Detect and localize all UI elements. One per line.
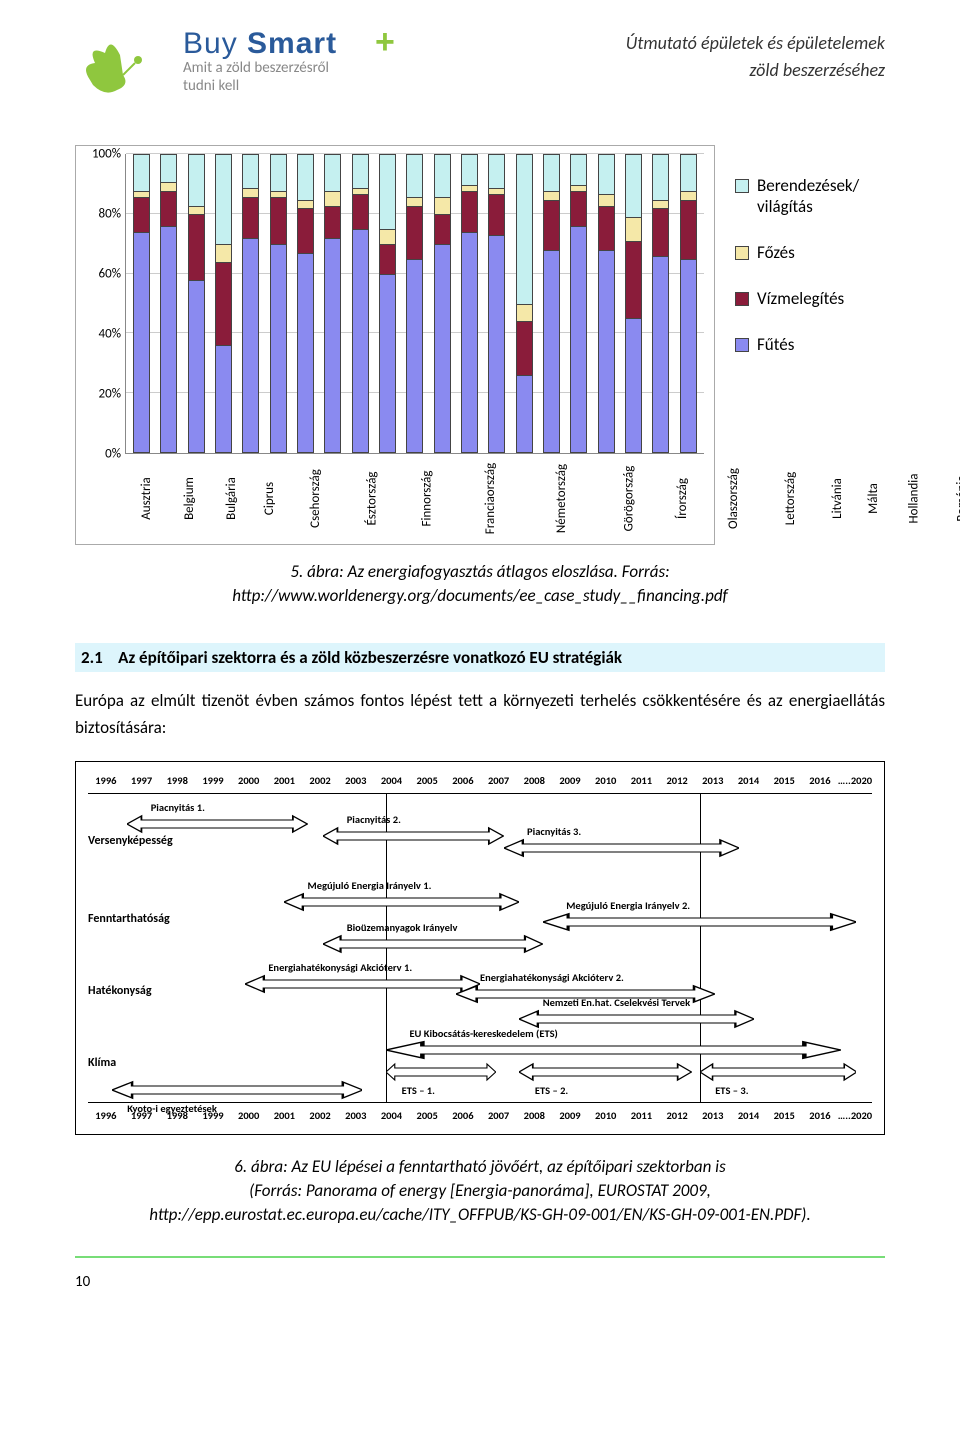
legend-item: Berendezések/ világítás (735, 175, 885, 217)
timeline-arrow-label: ETS – 2. (535, 1084, 568, 1097)
timeline-arrow-label: Piacnyitás 1. (151, 801, 205, 814)
y-tick: 60% (99, 267, 121, 282)
bar (324, 154, 341, 453)
x-tick: Görögország (596, 454, 662, 539)
logo-tagline-1: Amit a zöld beszerzésről (183, 59, 443, 77)
x-tick: Ciprus (253, 454, 286, 539)
bar (133, 154, 150, 453)
y-tick: 40% (99, 327, 121, 342)
x-tick: Csehország (286, 454, 345, 539)
body-paragraph: Európa az elmúlt tizenöt évben számos fo… (75, 687, 885, 741)
x-tick: Belgium (168, 454, 211, 539)
bar (215, 154, 232, 453)
doc-title: Útmutató épületek és épületelemek zöld b… (626, 30, 885, 84)
timeline-arrow (127, 814, 307, 834)
x-tick: Németország (527, 454, 596, 539)
timeline-arrow-label: Megújuló Energia Irányelv 2. (566, 899, 690, 912)
bar (297, 154, 314, 453)
y-tick: 80% (99, 207, 121, 222)
logo-wordmark: Buy Smart + (183, 25, 443, 61)
timeline-arrow (323, 934, 543, 954)
bar (352, 154, 369, 453)
footer-rule (75, 1256, 885, 1258)
x-tick: Észtország (345, 454, 399, 539)
bar (680, 154, 697, 453)
bar (570, 154, 587, 453)
timeline-row-label: Hatékonyság (88, 984, 152, 998)
logo-tagline-2: tudni kell (183, 77, 443, 95)
svg-text:Buy Smart: Buy Smart (183, 27, 337, 60)
bar (406, 154, 423, 453)
x-tick: Franciaország (455, 454, 526, 539)
timeline-arrow-label: ETS – 3. (715, 1084, 748, 1097)
x-tick: Hollandia (889, 454, 939, 539)
bar (543, 154, 560, 453)
timeline-diagram: 1996199719981999200020012002200320042005… (75, 761, 885, 1135)
bar (188, 154, 205, 453)
x-tick: Románia (939, 454, 960, 539)
timeline-arrow (386, 1040, 841, 1060)
timeline-arrow-label: ETS – 1. (402, 1084, 435, 1097)
timeline-arrow (284, 892, 519, 912)
svg-text:+: + (375, 25, 395, 61)
timeline-arrow-label: Megújuló Energia Irányelv 1. (308, 879, 432, 892)
x-tick: Olaszország (703, 454, 764, 539)
bar (461, 154, 478, 453)
timeline-arrow (543, 912, 857, 932)
bar (270, 154, 287, 453)
x-tick: Finnország (399, 454, 455, 539)
legend-item: Fűtés (735, 334, 885, 355)
legend-item: Vízmelegítés (735, 288, 885, 309)
timeline-arrow (323, 826, 503, 846)
timeline-arrow (245, 974, 480, 994)
timeline-arrow (386, 1062, 496, 1082)
energy-chart: 0% 20% 40% 60% 80% 100% AusztriaBelgiumBulgár… (75, 145, 715, 545)
bar (516, 154, 533, 453)
x-tick: Málta (858, 454, 889, 539)
timeline-row-label: Versenyképesség (88, 834, 173, 848)
timeline-arrow-label: Bioüzemanyagok Irányelv (347, 921, 458, 934)
bar (434, 154, 451, 453)
timeline-arrow (700, 1062, 857, 1082)
bar (379, 154, 396, 453)
chart-legend: Berendezések/ világítás Főzés Vízmelegítés… (735, 145, 885, 355)
bar (652, 154, 669, 453)
logo-mark (75, 25, 175, 115)
timeline-arrow-label: Nemzeti En.hat. Cselekvési Tervek (543, 996, 690, 1009)
timeline-arrow (504, 838, 739, 858)
bar (625, 154, 642, 453)
timeline-arrow (519, 1062, 691, 1082)
logo: Buy Smart + Amit a zöld beszerzésről tud… (75, 25, 443, 115)
bar (488, 154, 505, 453)
timeline-arrow-label: Piacnyitás 3. (527, 825, 581, 838)
timeline-arrow (112, 1080, 363, 1100)
y-tick: 20% (99, 387, 121, 402)
timeline-row-label: Fenntarthatóság (88, 912, 170, 926)
timeline-arrow-label: Kyoto-i egyeztetések (127, 1102, 217, 1115)
y-tick: 0% (105, 447, 121, 462)
timeline-arrow (519, 1009, 754, 1029)
bar (242, 154, 259, 453)
bar (160, 154, 177, 453)
x-tick: Írország (662, 454, 703, 539)
section-heading: 2.1 Az építőipari szektorra és a zöld kö… (75, 643, 885, 672)
x-tick: Litvánia (817, 454, 858, 539)
figure-6-caption: 6. ábra: Az EU lépései a fenntartható jö… (75, 1155, 885, 1226)
x-tick: Lettország (764, 454, 817, 539)
legend-item: Főzés (735, 242, 885, 263)
figure-5-caption: 5. ábra: Az energiafogyasztás átlagos el… (75, 560, 885, 608)
page-header: Buy Smart + Amit a zöld beszerzésről tud… (75, 25, 885, 115)
timeline-arrow-label: Energiahatékonysági Akcióterv 1. (268, 961, 412, 974)
timeline-row-label: Klíma (88, 1056, 116, 1070)
timeline-arrow-label: EU Kibocsátás-kereskedelem (ETS) (409, 1027, 557, 1040)
timeline-arrow-label: Energiahatékonysági Akcióterv 2. (480, 971, 624, 984)
page-number: 10 (75, 1273, 885, 1291)
timeline-arrow-label: Piacnyitás 2. (347, 813, 401, 826)
x-tick: Bulgária (210, 454, 253, 539)
y-tick: 100% (92, 147, 121, 162)
bar (598, 154, 615, 453)
x-tick: Ausztria (125, 454, 168, 539)
